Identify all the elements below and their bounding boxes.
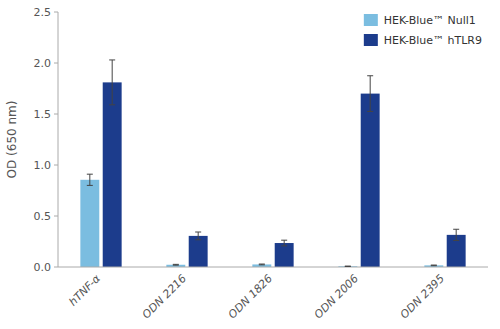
y-tick [54, 12, 58, 13]
error-bar [281, 240, 287, 246]
error-bar [431, 265, 437, 267]
error-bar [173, 264, 179, 266]
error-bar [109, 60, 115, 105]
y-tick-label: 0.0 [34, 261, 52, 274]
y-tick [54, 165, 58, 166]
x-tick-label: ODN 2216 [140, 272, 189, 321]
x-tick-label: ODN 2006 [312, 272, 361, 321]
y-tick-label: 0.5 [34, 210, 52, 223]
bar [361, 94, 380, 267]
baseline [58, 267, 488, 268]
legend-swatch [364, 34, 378, 46]
error-bar [87, 174, 93, 185]
error-bar [345, 266, 351, 267]
error-bars-group [87, 60, 459, 267]
y-tick [54, 216, 58, 217]
bars-group [80, 82, 465, 267]
x-tick-label: ODN 1826 [226, 272, 275, 321]
y-tick [54, 114, 58, 115]
legend-item: HEK-Blue™ hTLR9 [364, 34, 482, 47]
bar [189, 236, 208, 267]
legend-label: HEK-Blue™ hTLR9 [384, 34, 482, 47]
legend-swatch [364, 14, 378, 26]
y-tick-label: 2.5 [34, 6, 52, 19]
y-tick-label: 1.5 [34, 108, 52, 121]
y-tick-label: 1.0 [34, 159, 52, 172]
x-tick-label: ODN 2395 [398, 272, 447, 321]
bar [80, 180, 99, 267]
bar [275, 243, 294, 267]
y-tick-label: 2.0 [34, 57, 52, 70]
y-axis-line [58, 12, 59, 267]
error-bar [195, 232, 201, 240]
error-bar [367, 76, 373, 112]
bar [103, 82, 122, 267]
legend-item: HEK-Blue™ Null1 [364, 14, 476, 27]
y-tick [54, 267, 58, 268]
legend-label: HEK-Blue™ Null1 [384, 14, 476, 27]
y-tick [54, 63, 58, 64]
chart-svg: 0.0 0.5 1.0 1.5 2.0 2.5 OD (650 nm) hTNF-α ODN 2… [0, 0, 500, 329]
chart-container: 0.0 0.5 1.0 1.5 2.0 2.5 OD (650 nm) hTNF-α ODN 2… [0, 0, 500, 329]
x-tick-label: hTNF-α [66, 271, 103, 308]
error-bar [453, 229, 459, 240]
y-axis-label: OD (650 nm) [5, 101, 19, 179]
legend: HEK-Blue™ Null1 HEK-Blue™ hTLR9 [364, 14, 482, 47]
error-bar [259, 264, 265, 266]
